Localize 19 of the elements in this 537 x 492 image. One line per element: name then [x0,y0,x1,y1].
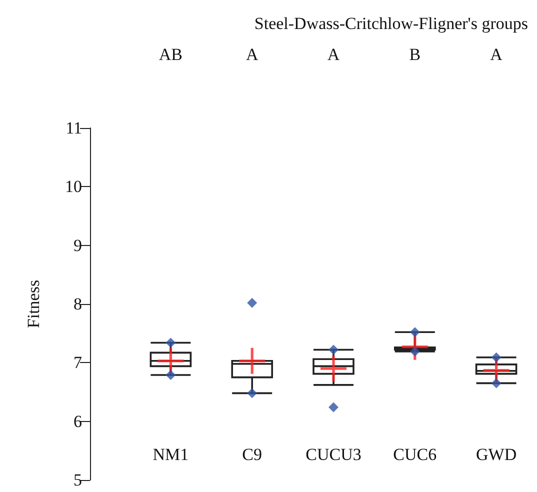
y-tick-label: 8 [74,294,82,314]
x-tick-label: NM1 [152,445,189,464]
x-tick-label: CUC6 [393,445,437,464]
text: AB [158,45,183,64]
text: A [327,45,340,64]
y-tick-label: 5 [74,470,82,490]
y-tick-label: 11 [66,118,82,138]
x-tick-label: GWD [476,445,517,464]
x-tick-label: CUCU3 [306,445,362,464]
x-tick-label: C9 [242,445,262,464]
text: A [490,45,504,64]
y-tick-label: 7 [74,353,82,372]
chart-title: Steel-Dwass-Critchlow-Fligner's groups [254,14,528,33]
text: A [246,45,259,64]
y-tick-label: 9 [74,236,82,255]
text: B [409,45,421,64]
y-tick-label: 10 [65,177,82,196]
y-tick-label: 6 [74,412,82,431]
y-axis-title: Fitness [24,280,43,328]
